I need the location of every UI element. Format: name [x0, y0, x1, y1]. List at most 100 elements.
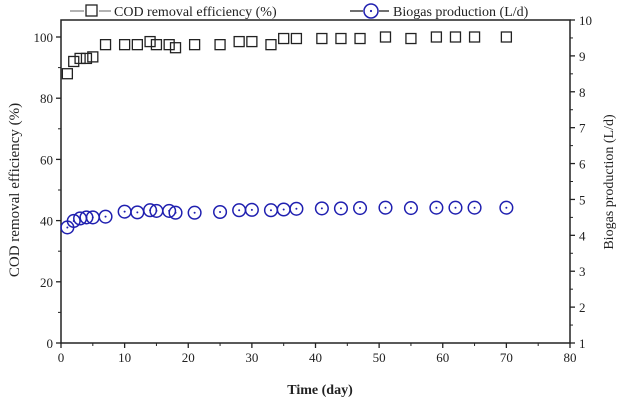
cod-point	[131, 39, 144, 51]
biogas-point-dot	[320, 207, 323, 210]
y-tick-label: 60	[40, 152, 53, 167]
biogas-point-dot	[384, 206, 387, 209]
x-tick-label: 10	[118, 350, 131, 365]
biogas-point	[162, 203, 177, 218]
biogas-point	[289, 201, 304, 216]
cod-point	[379, 31, 392, 43]
biogas-point-dot	[473, 206, 476, 209]
biogas-point-dot	[339, 207, 342, 210]
biogas-point	[429, 200, 444, 215]
cod-point	[246, 35, 258, 48]
biogas-point	[352, 201, 368, 216]
y-axis-label: COD removal efficiency (%)	[7, 103, 23, 277]
cod-point	[61, 68, 74, 80]
cod-point	[169, 42, 182, 54]
cod-point	[68, 55, 80, 68]
y2-tick-label: 3	[579, 264, 586, 279]
y2-tick-label: 10	[579, 13, 592, 28]
marks	[60, 31, 514, 235]
biogas-point-dot	[295, 207, 298, 210]
cod-point	[87, 51, 99, 63]
biogas-point-dot	[359, 207, 362, 210]
plot-frame	[60, 19, 571, 344]
biogas-point-dot	[238, 209, 241, 212]
cod-point	[74, 52, 86, 65]
x-tick-label: 0	[58, 350, 65, 365]
cod-point	[80, 52, 93, 65]
y-tick-label: 0	[47, 336, 54, 351]
biogas-point-dot	[123, 210, 126, 213]
x-tick-label: 40	[309, 350, 322, 365]
legend: COD removal efficiency (%) Biogas produc…	[70, 3, 529, 20]
biogas-point	[403, 201, 418, 216]
biogas-point-dot	[174, 211, 177, 214]
biogas-point	[467, 200, 482, 215]
biogas-point	[378, 200, 393, 215]
y2-tick-label: 7	[579, 121, 586, 136]
biogas-point	[499, 200, 514, 215]
cod-point	[99, 39, 112, 51]
biogas-point	[66, 213, 81, 229]
cod-point	[265, 39, 277, 51]
biogas-point	[448, 200, 463, 215]
legend-biogas-dot	[369, 9, 373, 13]
y-tick-label: 100	[34, 30, 54, 45]
cod-point	[144, 35, 156, 48]
x-tick-label: 50	[373, 350, 386, 365]
cod-point	[354, 32, 366, 45]
legend-biogas-marker	[363, 3, 379, 19]
cod-point	[150, 39, 163, 51]
y2-tick-label: 2	[579, 300, 586, 315]
biogas-point	[168, 205, 183, 220]
biogas-point	[98, 209, 113, 224]
cod-point	[278, 32, 290, 45]
cod-point	[233, 35, 245, 48]
y2-tick-label: 6	[579, 157, 586, 172]
biogas-point-dot	[435, 206, 438, 209]
biogas-point-dot	[219, 211, 222, 214]
biogas-point-dot	[104, 215, 107, 218]
biogas-point-dot	[409, 207, 412, 210]
y2-tick-label: 9	[579, 49, 586, 64]
y2-tick-label: 8	[579, 85, 586, 100]
axes: 0 10 20 30 40 50 60 70 80 0 20 40 60 80 100 1 2 3 4 5 6 7 8 9 10	[34, 13, 593, 365]
y-tick-label: 20	[40, 275, 53, 290]
cod-point	[188, 39, 201, 51]
y2-tick-label: 1	[579, 336, 586, 351]
biogas-point	[314, 201, 329, 216]
y2-tick-label: 5	[579, 192, 586, 207]
biogas-point	[333, 201, 349, 216]
x-tick-label: 20	[182, 350, 195, 365]
biogas-point-dot	[269, 209, 272, 212]
biogas-point-dot	[66, 226, 69, 229]
y-tick-label: 40	[40, 214, 53, 229]
legend-cod-marker	[85, 4, 98, 17]
cod-point	[468, 31, 481, 43]
cod-point	[405, 32, 417, 45]
biogas-point	[244, 202, 259, 217]
legend-biogas-label: Biogas production (L/d)	[393, 5, 529, 20]
cod-point	[449, 31, 462, 43]
cod-point	[163, 39, 175, 51]
biogas-point-dot	[155, 209, 158, 212]
x-axis-label: Time (day)	[287, 383, 353, 398]
cod-point	[214, 39, 226, 51]
cod-point	[500, 31, 513, 43]
x-tick-label: 30	[245, 350, 258, 365]
biogas-point-dot	[91, 216, 94, 219]
biogas-point-dot	[505, 206, 508, 209]
x-tick-label: 80	[564, 350, 577, 365]
cod-point	[335, 32, 347, 45]
y2-axis-label: Biogas production (L/d)	[602, 114, 617, 250]
biogas-point-dot	[282, 208, 285, 211]
cod-point	[118, 39, 131, 51]
legend-cod-label: COD removal efficiency (%)	[114, 5, 277, 20]
y-tick-label: 80	[40, 91, 53, 106]
x-tick-label: 60	[436, 350, 449, 365]
biogas-point-dot	[454, 206, 457, 209]
biogas-point-dot	[136, 211, 139, 214]
cod-point	[316, 32, 328, 45]
biogas-point-dot	[193, 211, 196, 214]
cod-point	[430, 31, 443, 43]
